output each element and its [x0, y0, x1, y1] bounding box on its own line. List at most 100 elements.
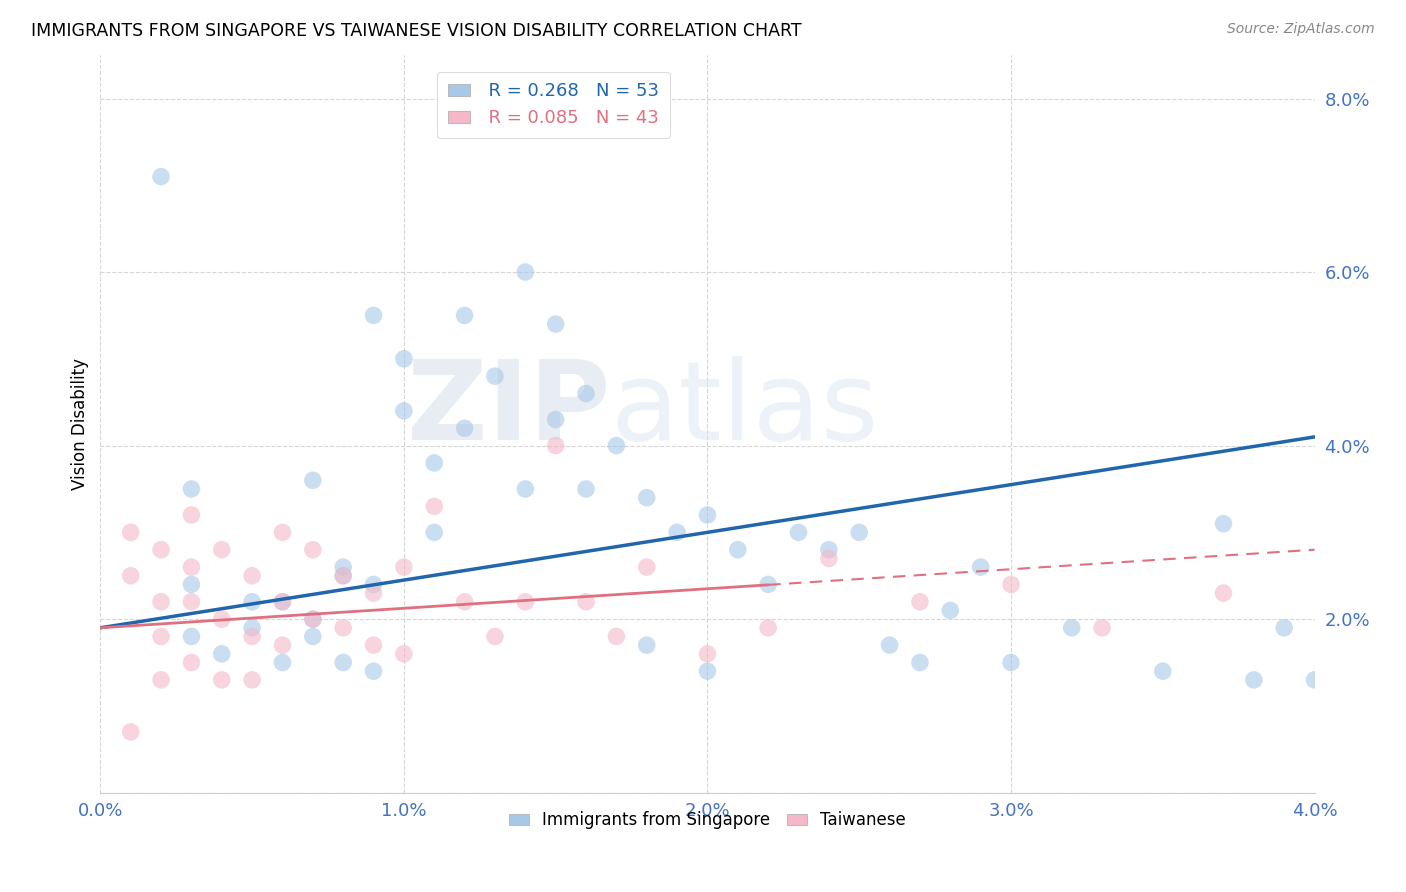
Point [515, 595, 537, 609]
Point [392, 560, 415, 574]
Y-axis label: Vision Disability: Vision Disability [72, 358, 89, 490]
Point [363, 309, 385, 323]
Point [605, 439, 627, 453]
Point [908, 595, 931, 609]
Point [120, 568, 142, 582]
Point [271, 638, 294, 652]
Point [1243, 673, 1265, 687]
Point [150, 169, 173, 184]
Point [484, 630, 506, 644]
Point [939, 603, 962, 617]
Point [180, 508, 202, 522]
Point [240, 621, 263, 635]
Point [332, 656, 354, 670]
Point [180, 560, 202, 574]
Point [453, 421, 475, 435]
Point [392, 404, 415, 418]
Point [696, 508, 718, 522]
Point [544, 439, 567, 453]
Point [848, 525, 870, 540]
Point [756, 621, 779, 635]
Point [150, 542, 173, 557]
Point [605, 630, 627, 644]
Point [1000, 656, 1022, 670]
Point [818, 551, 841, 566]
Point [120, 725, 142, 739]
Point [302, 612, 325, 626]
Text: IMMIGRANTS FROM SINGAPORE VS TAIWANESE VISION DISABILITY CORRELATION CHART: IMMIGRANTS FROM SINGAPORE VS TAIWANESE V… [31, 22, 801, 40]
Point [120, 525, 142, 540]
Point [575, 386, 598, 401]
Point [180, 482, 202, 496]
Point [1152, 664, 1174, 678]
Point [392, 351, 415, 366]
Point [515, 265, 537, 279]
Point [240, 673, 263, 687]
Point [636, 638, 658, 652]
Point [666, 525, 689, 540]
Point [1091, 621, 1114, 635]
Point [271, 595, 294, 609]
Point [180, 595, 202, 609]
Point [908, 656, 931, 670]
Point [302, 612, 325, 626]
Point [211, 612, 233, 626]
Point [211, 542, 233, 557]
Point [302, 630, 325, 644]
Point [756, 577, 779, 591]
Point [879, 638, 901, 652]
Point [150, 630, 173, 644]
Point [240, 595, 263, 609]
Point [302, 473, 325, 487]
Point [150, 673, 173, 687]
Point [392, 647, 415, 661]
Point [211, 673, 233, 687]
Point [150, 595, 173, 609]
Point [180, 656, 202, 670]
Point [240, 568, 263, 582]
Point [271, 595, 294, 609]
Point [423, 500, 446, 514]
Point [363, 577, 385, 591]
Point [332, 621, 354, 635]
Point [423, 525, 446, 540]
Point [787, 525, 810, 540]
Point [575, 595, 598, 609]
Point [271, 656, 294, 670]
Point [332, 568, 354, 582]
Point [636, 560, 658, 574]
Point [818, 542, 841, 557]
Point [969, 560, 991, 574]
Point [332, 560, 354, 574]
Point [1000, 577, 1022, 591]
Point [363, 664, 385, 678]
Point [696, 664, 718, 678]
Point [484, 369, 506, 384]
Point [515, 482, 537, 496]
Point [1060, 621, 1083, 635]
Point [180, 630, 202, 644]
Point [453, 595, 475, 609]
Point [1303, 673, 1326, 687]
Point [240, 630, 263, 644]
Point [423, 456, 446, 470]
Text: atlas: atlas [610, 356, 879, 463]
Point [332, 568, 354, 582]
Point [453, 309, 475, 323]
Point [1212, 516, 1234, 531]
Text: Source: ZipAtlas.com: Source: ZipAtlas.com [1227, 22, 1375, 37]
Point [1212, 586, 1234, 600]
Point [302, 542, 325, 557]
Point [727, 542, 749, 557]
Point [180, 577, 202, 591]
Legend: Immigrants from Singapore, Taiwanese: Immigrants from Singapore, Taiwanese [502, 805, 912, 836]
Point [544, 317, 567, 331]
Text: ZIP: ZIP [406, 356, 610, 463]
Point [363, 638, 385, 652]
Point [363, 586, 385, 600]
Point [271, 525, 294, 540]
Point [1272, 621, 1295, 635]
Point [575, 482, 598, 496]
Point [636, 491, 658, 505]
Point [696, 647, 718, 661]
